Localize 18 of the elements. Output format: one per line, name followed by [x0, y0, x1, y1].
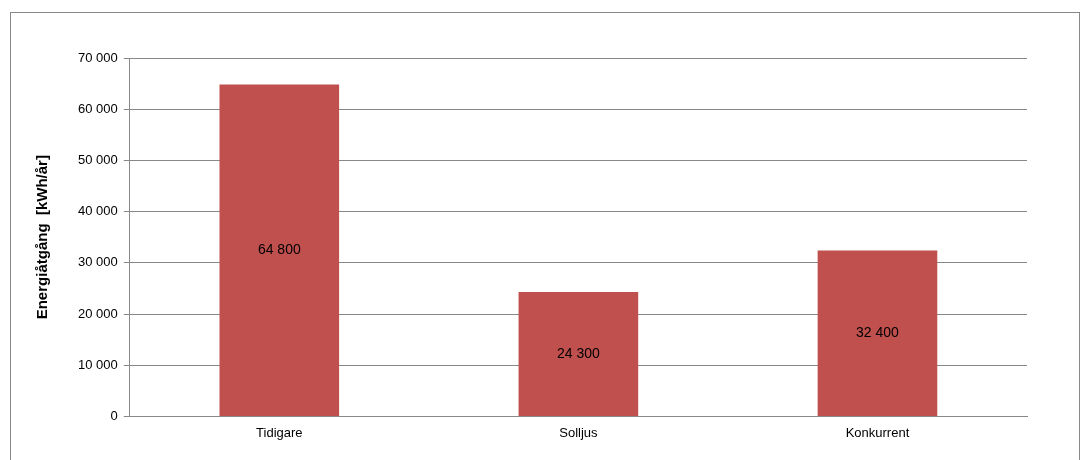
x-tick-label: Tidigare [256, 424, 303, 440]
bar [518, 291, 639, 416]
y-tick-label: 20 000 [78, 305, 118, 321]
x-tick-label: Solljus [559, 424, 599, 440]
y-tick-label: 30 000 [78, 254, 118, 270]
data-label: 24 300 [556, 344, 600, 361]
y-tick-label: 50 000 [78, 151, 118, 167]
y-tick-label: 40 000 [78, 203, 118, 219]
data-label: 64 800 [257, 241, 301, 258]
y-tick-label: 10 000 [78, 356, 118, 372]
x-tick-label: Konkurrent [845, 424, 910, 440]
bar [219, 84, 340, 416]
y-tick-label: 0 [110, 407, 118, 423]
y-tick-label: 60 000 [78, 100, 118, 116]
bar [817, 250, 938, 416]
y-tick-label: 70 000 [78, 49, 118, 65]
y-axis-title: Energiåtgång [kWh/år] [33, 155, 51, 320]
data-label: 32 400 [856, 324, 900, 341]
